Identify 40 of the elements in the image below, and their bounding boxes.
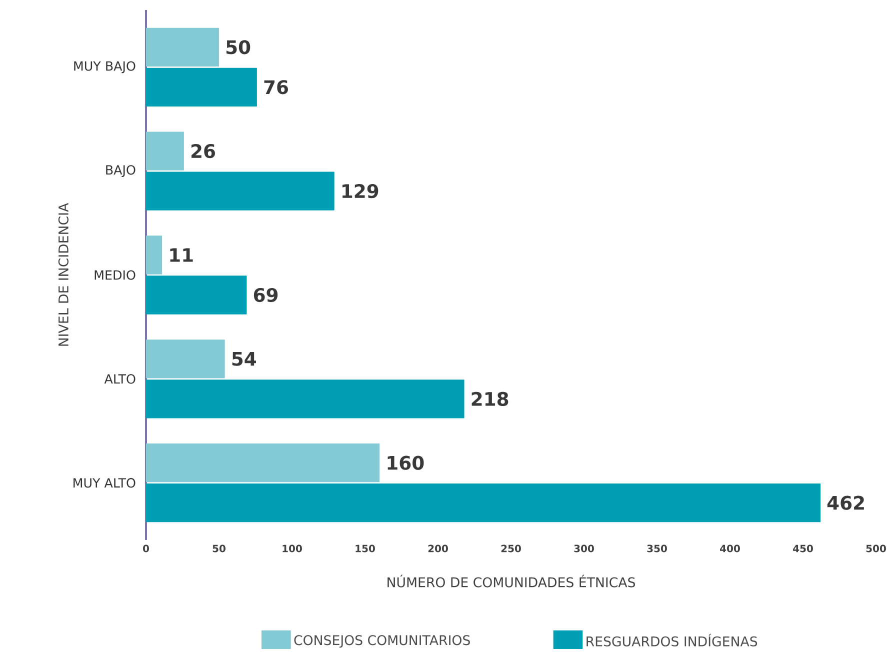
data-label: 26 [191, 144, 215, 158]
bar [146, 132, 184, 170]
data-label: 76 [264, 80, 288, 94]
data-label: 160 [388, 456, 424, 470]
x-tick-label: 100 [282, 544, 302, 552]
bar [146, 444, 380, 482]
bar [146, 236, 162, 274]
bar [146, 380, 464, 418]
bar [146, 276, 247, 314]
x-tick-label: 250 [501, 544, 521, 552]
y-tick-label: BAJO [106, 165, 136, 178]
data-label: 462 [827, 496, 864, 510]
legend-label: RESGUARDOS INDÍGENAS [586, 634, 758, 646]
y-tick-label: MEDIO [94, 270, 136, 280]
bar [146, 484, 821, 522]
x-tick-label: 400 [720, 544, 740, 552]
x-tick-label: 500 [866, 544, 886, 552]
x-tick-label: 0 [143, 544, 150, 552]
legend-label: CONSEJOS COMUNITARIOS [294, 635, 470, 648]
y-axis-title: NIVEL DE INCIDENCIA [58, 203, 68, 346]
x-tick-label: 450 [793, 544, 813, 552]
data-label: 54 [232, 352, 256, 366]
x-tick-label: 350 [647, 544, 667, 552]
x-tick-label: 150 [356, 544, 375, 552]
x-tick-label: 200 [428, 544, 448, 552]
bar [146, 172, 334, 210]
data-label: 218 [472, 392, 508, 406]
x-axis-title: NÚMERO DE COMUNIDADES ÉTNICAS [388, 574, 636, 588]
y-tick-label: MUY BAJO [74, 61, 136, 74]
x-tick-label: 50 [212, 544, 226, 552]
x-tick-label: 300 [574, 544, 594, 552]
y-tick-label: MUY ALTO [74, 478, 136, 488]
bar [146, 340, 225, 378]
data-label: 69 [254, 288, 278, 302]
data-label: 11 [170, 248, 193, 262]
y-tick-label: ALTO [104, 374, 136, 384]
data-label: 50 [226, 40, 250, 54]
bar [146, 68, 257, 106]
bar [146, 28, 220, 66]
data-label: 129 [342, 184, 378, 198]
